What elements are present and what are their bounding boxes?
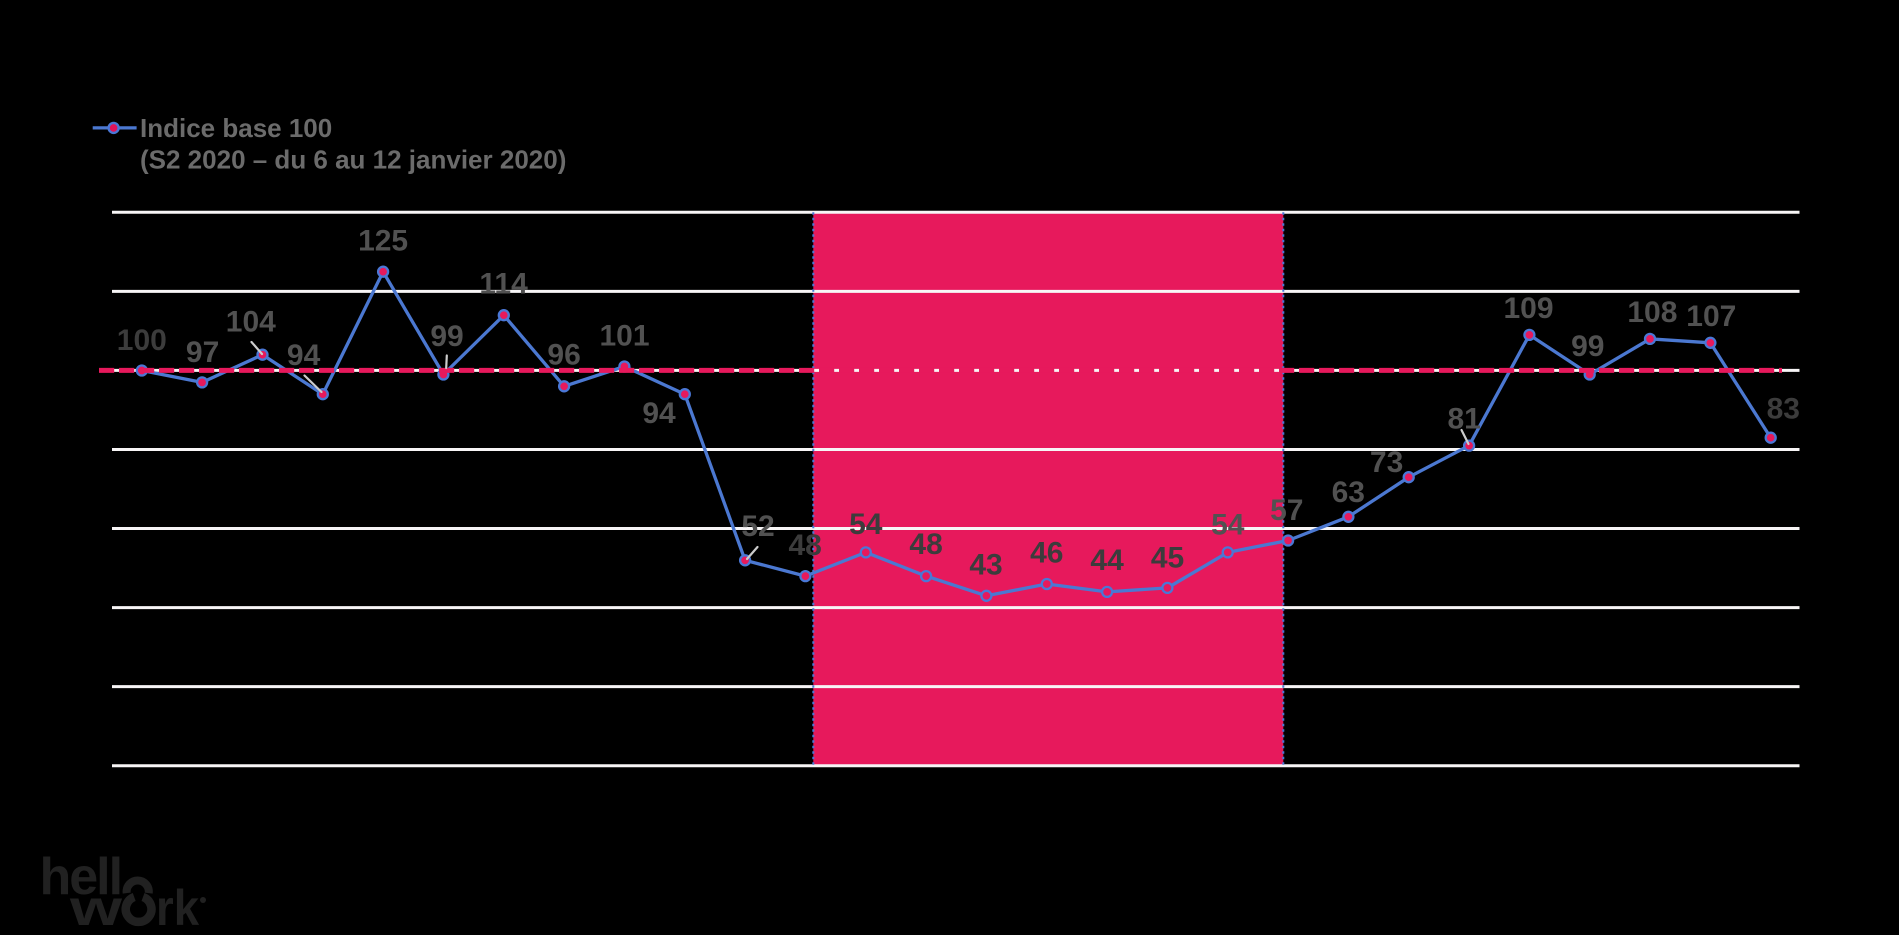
svg-text:(S2 2020 – du 6 au 12 janvier: (S2 2020 – du 6 au 12 janvier 2020): [140, 145, 566, 175]
svg-text:99: 99: [430, 320, 463, 353]
svg-text:97: 97: [186, 336, 219, 369]
svg-text:rk: rk: [156, 880, 199, 935]
svg-text:114: 114: [479, 268, 528, 301]
svg-text:43: 43: [969, 549, 1002, 582]
svg-text:44: 44: [1090, 544, 1124, 577]
svg-text:125: 125: [358, 225, 408, 258]
svg-text:94: 94: [287, 339, 321, 372]
svg-text:w: w: [69, 880, 122, 935]
svg-text:101: 101: [599, 320, 649, 353]
svg-text:109: 109: [1503, 292, 1553, 325]
svg-text:63: 63: [1332, 476, 1365, 509]
svg-text:48: 48: [909, 528, 942, 561]
svg-text:81: 81: [1448, 403, 1481, 436]
svg-text:107: 107: [1686, 300, 1736, 333]
svg-text:100: 100: [117, 324, 167, 357]
svg-text:46: 46: [1030, 537, 1063, 570]
svg-text:54: 54: [849, 508, 883, 541]
svg-text:94: 94: [642, 397, 676, 430]
svg-text:83: 83: [1767, 393, 1800, 426]
svg-text:57: 57: [1270, 494, 1303, 527]
svg-text:104: 104: [226, 306, 276, 339]
svg-text:48: 48: [789, 529, 822, 562]
svg-text:73: 73: [1370, 446, 1403, 479]
svg-text:45: 45: [1151, 542, 1184, 575]
svg-text:99: 99: [1571, 330, 1604, 363]
svg-text:54: 54: [1211, 509, 1245, 542]
svg-text:52: 52: [741, 510, 774, 543]
svg-text:hell: hell: [40, 848, 122, 906]
svg-text:Indice base 100: Indice base 100: [140, 113, 332, 143]
svg-text:108: 108: [1627, 296, 1677, 329]
svg-text:96: 96: [547, 339, 580, 372]
